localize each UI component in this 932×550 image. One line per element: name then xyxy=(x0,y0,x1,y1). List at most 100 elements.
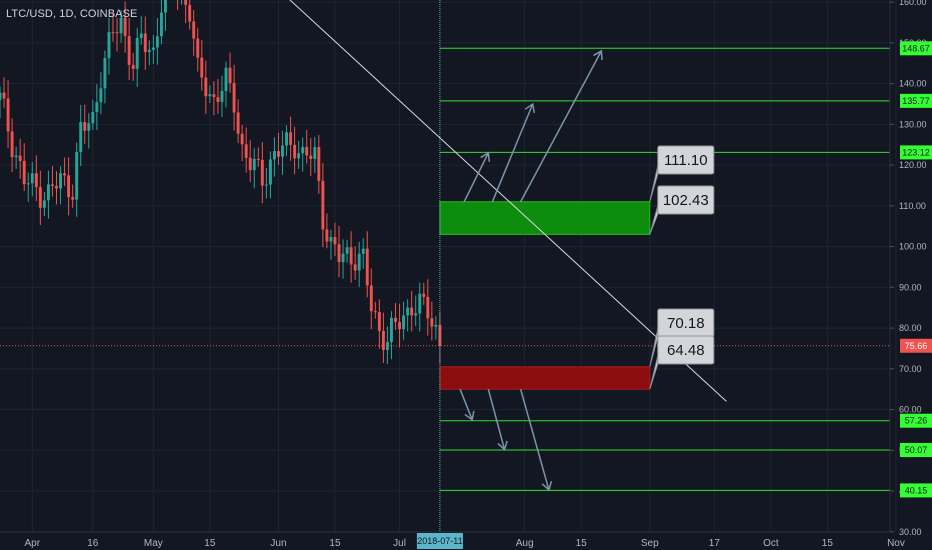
time-axis-label: 15 xyxy=(204,538,216,549)
time-axis-label: Sep xyxy=(641,538,659,549)
candle-down xyxy=(2,92,6,99)
candle-up xyxy=(95,102,99,112)
candle-down xyxy=(426,296,430,319)
candle-down xyxy=(216,97,220,102)
candle-down xyxy=(398,321,402,330)
trendline xyxy=(289,0,727,402)
candle-down xyxy=(373,311,377,313)
candle-down xyxy=(337,244,341,263)
candle-down xyxy=(377,312,381,331)
candle-up xyxy=(434,324,438,327)
candle-up xyxy=(418,293,422,314)
svg-text:64.48: 64.48 xyxy=(667,342,705,359)
candle-down xyxy=(18,155,22,161)
candle-up xyxy=(139,33,143,38)
candle-up xyxy=(119,17,123,34)
candle-up xyxy=(75,152,79,200)
candle-down xyxy=(365,248,369,286)
candle-up xyxy=(313,147,317,159)
last-price-badge: 75.66 xyxy=(900,338,932,353)
candle-down xyxy=(188,4,192,22)
candle-down xyxy=(10,131,14,158)
target-level-badge: 50.07 xyxy=(900,443,932,458)
candle-down xyxy=(83,122,87,131)
price-axis-label: 90.00 xyxy=(899,282,922,292)
candle-down xyxy=(438,324,442,346)
candle-down xyxy=(317,147,321,181)
candle-down xyxy=(430,318,434,327)
candle-up xyxy=(414,313,418,316)
candle-down xyxy=(22,160,26,185)
candle-up xyxy=(285,132,288,146)
candle-down xyxy=(34,173,38,188)
drawing-overlays: 111.10 102.43 70.18 64.48 xyxy=(0,0,890,532)
time-axis-label: 15 xyxy=(329,538,341,549)
candle-down xyxy=(51,184,54,186)
candle-up xyxy=(135,37,139,69)
candle-up xyxy=(164,0,167,13)
candlestick-series xyxy=(0,0,442,365)
buy-zone xyxy=(439,201,651,235)
candle-up xyxy=(103,58,107,89)
time-axis-label: 15 xyxy=(822,538,834,549)
svg-text:102.43: 102.43 xyxy=(663,192,709,209)
candle-down xyxy=(111,32,115,34)
price-axis-label: 110.00 xyxy=(899,201,926,211)
candle-up xyxy=(42,200,46,208)
candle-down xyxy=(6,98,10,132)
candle-up xyxy=(107,32,111,59)
candle-up xyxy=(147,49,151,53)
target-level-lines xyxy=(439,47,890,491)
candle-down xyxy=(236,112,240,134)
candle-up xyxy=(46,184,50,201)
callout-zone-top: 70.18 xyxy=(649,308,715,367)
candle-down xyxy=(260,159,264,186)
candle-up xyxy=(357,253,361,271)
candle-down xyxy=(123,17,127,37)
up-arrow xyxy=(519,49,603,203)
candle-down xyxy=(192,21,196,39)
down-arrow xyxy=(487,388,508,451)
target-level-badge: 40.15 xyxy=(900,483,932,498)
candle-up xyxy=(345,247,349,254)
candle-up xyxy=(159,12,163,37)
candle-down xyxy=(115,32,119,34)
candle-down xyxy=(184,0,188,5)
candle-up xyxy=(59,173,62,189)
candle-down xyxy=(349,247,353,265)
candle-down xyxy=(422,293,426,297)
target-level-badge: 135.77 xyxy=(900,93,932,108)
chart-grid xyxy=(0,0,897,533)
svg-text:70.18: 70.18 xyxy=(667,315,705,332)
svg-text:75.66: 75.66 xyxy=(905,341,928,351)
svg-text:40.15: 40.15 xyxy=(905,485,928,495)
candle-down xyxy=(228,67,232,84)
price-axis-label: 120.00 xyxy=(899,160,927,170)
callout-zone-top: 111.10 xyxy=(649,145,715,202)
candle-down xyxy=(67,175,71,198)
candle-up xyxy=(26,183,30,185)
candle-up xyxy=(208,94,212,97)
candle-up xyxy=(30,173,34,184)
candle-up xyxy=(151,47,155,50)
candle-down xyxy=(289,132,293,145)
price-axis-label: 140.00 xyxy=(899,79,927,89)
candle-down xyxy=(196,38,200,58)
candle-up xyxy=(79,122,83,153)
candle-up xyxy=(0,92,2,100)
candle-down xyxy=(293,144,297,159)
candle-down xyxy=(381,330,385,351)
sell-zone xyxy=(439,366,651,390)
price-axis-label: 80.00 xyxy=(899,323,922,333)
candle-up xyxy=(390,317,393,342)
time-axis-label: 15 xyxy=(576,538,588,549)
price-axis-label: 160.00 xyxy=(899,0,927,7)
candle-down xyxy=(244,144,248,158)
up-arrow xyxy=(463,151,491,203)
candle-down xyxy=(277,151,280,157)
time-axis-label: Apr xyxy=(25,538,41,549)
candle-down xyxy=(369,285,373,312)
candle-up xyxy=(87,123,91,131)
